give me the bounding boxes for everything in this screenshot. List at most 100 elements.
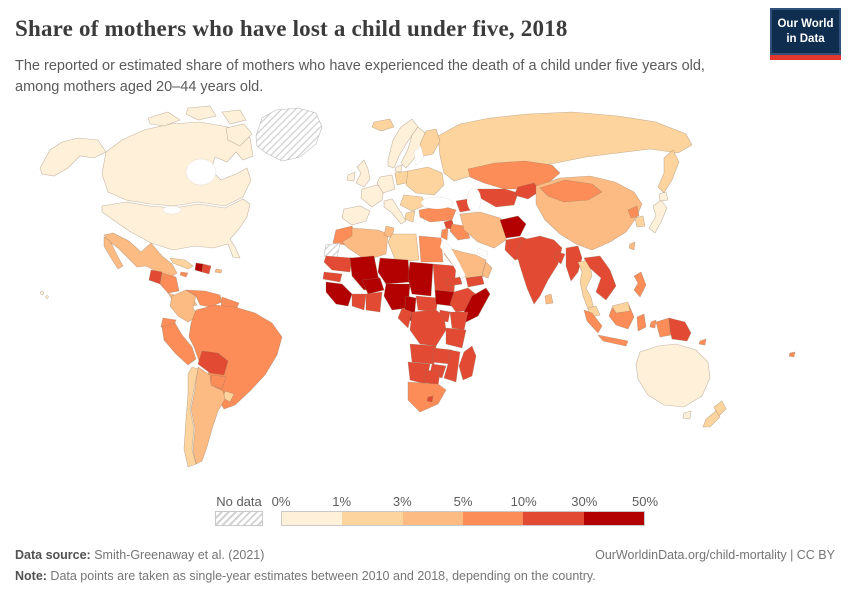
country-moluccas[interactable] [649, 319, 657, 329]
country-south-korea[interactable] [634, 215, 646, 228]
country-jordan-israel[interactable] [440, 227, 449, 241]
country-solomon-islands[interactable] [698, 338, 707, 346]
country-usa-hawaii[interactable] [40, 291, 44, 295]
country-argentina[interactable] [190, 366, 226, 465]
country-chad[interactable] [407, 261, 434, 297]
country-finland[interactable] [419, 128, 441, 157]
country-papua-new-guinea[interactable] [668, 317, 692, 342]
country-usa-hawaii[interactable] [45, 295, 49, 299]
country-central-african-republic[interactable] [415, 295, 439, 313]
country-bolivia[interactable] [197, 350, 229, 376]
country-canada[interactable] [101, 121, 254, 207]
country-burkina-faso[interactable] [361, 277, 385, 295]
country-japan[interactable] [648, 199, 668, 234]
country-uk[interactable] [355, 159, 371, 188]
country-bangladesh[interactable] [553, 251, 566, 265]
country-canada-baffin[interactable] [225, 123, 253, 147]
owid-link[interactable]: OurWorldinData.org/child-mortality | CC … [595, 548, 835, 562]
country-ireland[interactable] [346, 171, 356, 182]
country-philippines[interactable] [633, 271, 647, 298]
country-australia-tasmania[interactable] [682, 410, 692, 420]
country-guatemala[interactable] [148, 269, 163, 285]
country-sri-lanka[interactable] [544, 293, 554, 305]
country-madagascar[interactable] [458, 345, 477, 381]
legend-no-data-swatch[interactable] [215, 511, 263, 526]
country-haiti[interactable] [194, 262, 204, 273]
country-mauritania[interactable] [323, 255, 353, 273]
country-libya[interactable] [387, 233, 420, 263]
country-congo-gabon[interactable] [397, 307, 413, 329]
country-yemen[interactable] [465, 275, 485, 288]
legend-swatch[interactable] [342, 512, 403, 525]
legend-swatch[interactable] [583, 512, 644, 525]
country-russia-kamchatka[interactable] [657, 149, 680, 194]
country-balkans[interactable] [399, 194, 427, 212]
country-usa-alaska[interactable] [39, 137, 107, 177]
country-india[interactable] [515, 235, 563, 305]
country-taiwan[interactable] [628, 241, 636, 251]
country-west-papua[interactable] [655, 317, 672, 338]
country-guinea-group[interactable] [325, 281, 353, 307]
country-lesotho[interactable] [426, 395, 434, 403]
country-kyrgyzstan-tajikistan[interactable] [513, 182, 541, 200]
country-ivory-coast[interactable] [351, 293, 367, 311]
country-denmark[interactable] [394, 164, 403, 173]
country-iceland[interactable] [371, 118, 395, 132]
country-iberia[interactable] [341, 205, 371, 226]
country-canada-arctic[interactable] [221, 109, 247, 125]
country-canada-arctic[interactable] [147, 111, 181, 127]
country-north-korea[interactable] [627, 205, 640, 219]
country-egypt[interactable] [418, 235, 444, 263]
legend-no-data[interactable]: No data [215, 494, 263, 526]
country-dominican-republic[interactable] [201, 263, 212, 275]
country-cuba[interactable] [169, 257, 194, 270]
country-tanzania[interactable] [445, 327, 467, 349]
country-sumatra[interactable] [583, 309, 603, 334]
country-ghana[interactable] [365, 291, 383, 313]
country-java[interactable] [597, 334, 629, 347]
black-sea [420, 196, 454, 210]
country-myanmar[interactable] [565, 245, 583, 282]
legend-swatch[interactable] [462, 512, 524, 525]
country-greenland[interactable] [255, 107, 323, 162]
country-jamaica[interactable] [179, 271, 189, 278]
country-canada-arctic[interactable] [185, 105, 217, 121]
country-iran[interactable] [459, 211, 509, 249]
country-peru[interactable] [161, 322, 197, 366]
country-sudan[interactable] [432, 263, 457, 293]
country-new-zealand-south[interactable] [702, 410, 721, 428]
country-greece[interactable] [404, 210, 416, 223]
country-usa[interactable] [101, 198, 251, 259]
country-malawi-mozambique[interactable] [443, 349, 461, 383]
country-italy[interactable] [383, 198, 407, 225]
country-kenya[interactable] [449, 311, 469, 331]
country-senegal[interactable] [322, 271, 343, 283]
country-oman[interactable] [481, 261, 493, 279]
legend-swatch[interactable] [402, 512, 463, 525]
country-australia[interactable] [635, 343, 711, 408]
country-eritrea[interactable] [445, 276, 463, 287]
owid-logo[interactable]: Our World in Data [770, 8, 841, 60]
country-france[interactable] [360, 184, 385, 208]
country-south-africa[interactable] [407, 381, 447, 413]
country-japan-hokkaido[interactable] [658, 191, 669, 202]
country-laos-vietnam-cambodia[interactable] [583, 255, 617, 301]
country-east-europe[interactable] [405, 166, 445, 196]
country-venezuela[interactable] [185, 289, 223, 308]
country-mexico-baja[interactable] [103, 236, 124, 270]
legend-swatch[interactable] [523, 512, 584, 525]
legend-tick: 5% [453, 494, 473, 509]
country-sulawesi[interactable] [636, 313, 647, 332]
country-nigeria[interactable] [383, 283, 411, 311]
country-niger[interactable] [377, 257, 411, 285]
country-puerto-rico[interactable] [214, 268, 223, 274]
legend-swatch[interactable] [282, 512, 343, 525]
country-drc[interactable] [409, 309, 447, 347]
country-malaysia-borneo[interactable] [611, 301, 631, 314]
country-honduras-nicaragua[interactable] [159, 272, 180, 294]
country-germany[interactable] [376, 174, 396, 194]
country-fiji[interactable] [788, 351, 796, 358]
country-mongolia[interactable] [539, 179, 603, 203]
country-afghanistan[interactable] [499, 215, 527, 239]
country-chile[interactable] [183, 366, 199, 468]
